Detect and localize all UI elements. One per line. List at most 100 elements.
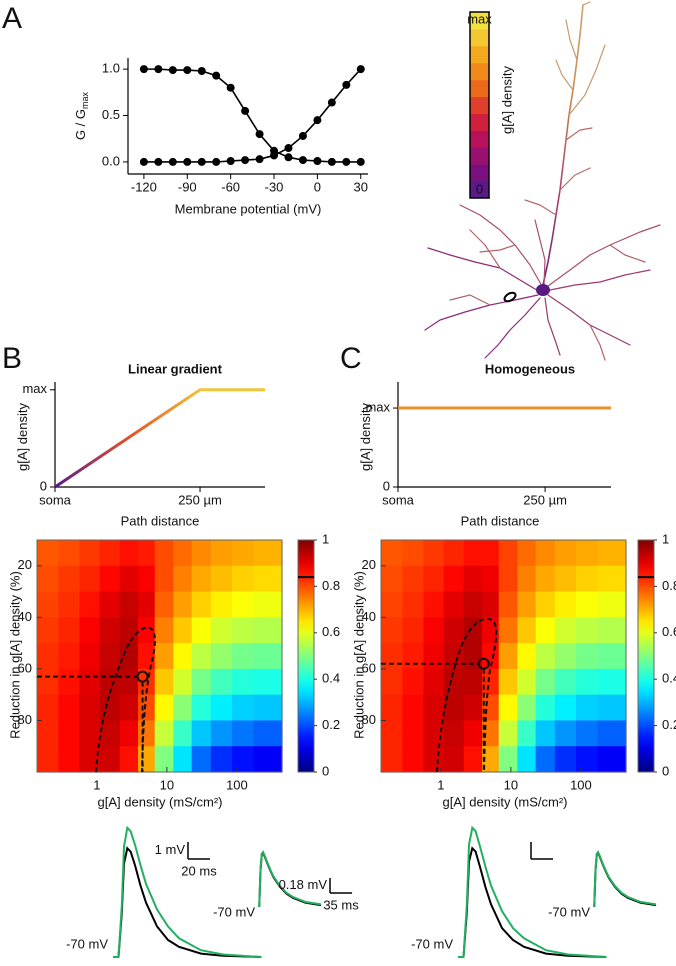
heatmap-cell	[154, 565, 174, 593]
heatmap-cell	[37, 591, 59, 618]
heatmap-cell	[119, 720, 139, 747]
colorbar-tick-label: 0.4	[322, 671, 340, 686]
heatmap-cell	[402, 617, 425, 644]
heatmap-cell	[402, 694, 425, 722]
data-point	[183, 66, 192, 75]
data-point	[139, 65, 148, 74]
heatmap-cell	[535, 746, 556, 773]
heatmap-cell	[79, 668, 101, 696]
heatmap-cell	[210, 643, 233, 670]
heatmap-cell	[498, 540, 518, 567]
heatmap-cell	[210, 746, 233, 773]
heatmap-cell	[210, 565, 233, 593]
heatmap-cell	[154, 746, 174, 773]
heatmap-cell	[402, 746, 425, 773]
heatmap-cell	[575, 565, 599, 593]
data-point	[255, 155, 264, 164]
heatmap-cell	[482, 591, 500, 618]
heatmap-cell	[58, 746, 81, 773]
heatmap-cell	[58, 591, 81, 618]
heatmap-cell	[58, 565, 81, 593]
colorbar-tick-label: 0	[476, 181, 483, 196]
heatmap-cell	[463, 720, 483, 747]
colorbar-tick-label: 0	[322, 763, 329, 778]
heatmap-cell	[423, 565, 445, 593]
heatmap-cell	[210, 694, 233, 722]
heatmap-cell	[173, 668, 193, 696]
data-point	[168, 66, 177, 75]
heatmap-cell	[381, 668, 403, 696]
heatmap-cell	[554, 540, 577, 567]
heatmap-cell	[37, 643, 59, 670]
y-tick-label: max	[22, 381, 47, 396]
heatmap-cell	[423, 694, 445, 722]
data-point	[226, 157, 235, 166]
heatmap-cell	[79, 694, 101, 722]
x-tick-label: 250 µm	[523, 492, 567, 507]
colorbar-tick-label: max	[467, 11, 492, 26]
heatmap-cell	[79, 540, 101, 567]
heatmap-cell	[402, 565, 425, 593]
heatmap-cell	[37, 720, 59, 747]
heatmap-cell	[231, 540, 255, 567]
heatmap-cell	[535, 643, 556, 670]
heatmap-cell	[173, 591, 193, 618]
data-point	[212, 157, 221, 166]
heatmap-cell	[381, 617, 403, 644]
data-point	[298, 131, 307, 140]
color-band	[470, 12, 489, 30]
rest-label: -70 mV	[548, 904, 590, 919]
plot-frame	[380, 539, 627, 773]
heatmap-cell	[173, 617, 193, 644]
x-tick-label: 100	[226, 777, 248, 792]
color-band	[470, 62, 489, 81]
optimum-point	[477, 657, 490, 670]
heatmap-cell	[498, 565, 518, 593]
heatmap-cell	[58, 617, 81, 644]
heatmap-cell	[99, 643, 121, 670]
neuron-morphology	[424, 1, 661, 361]
x-axis-label: g[A] density (mS/cm²)	[98, 794, 223, 809]
heatmap-cell	[191, 668, 212, 696]
data-point	[255, 130, 264, 139]
heatmap-cell	[535, 694, 556, 722]
data-point	[241, 156, 250, 165]
heatmap-cell	[37, 617, 59, 644]
heatmap-cell	[463, 591, 483, 618]
heatmap-cell	[381, 720, 403, 747]
voltage-trace	[458, 825, 607, 958]
heatmap-cell	[173, 540, 193, 567]
chart-title: Homogeneous	[485, 361, 575, 376]
voltage-trace	[258, 850, 322, 907]
data-point	[197, 157, 206, 166]
heatmap-cell	[231, 565, 255, 593]
data-point	[327, 98, 336, 107]
heatmap-cell	[463, 746, 483, 773]
heatmap-cell	[119, 591, 139, 618]
heatmap-cell	[554, 694, 577, 722]
heatmap-cell	[173, 643, 193, 670]
heatmap-cell	[119, 643, 139, 670]
y-tick-label: 0.0	[102, 153, 120, 168]
rest-label: -70 mV	[411, 936, 453, 951]
heatmap-cell	[554, 746, 577, 773]
y-tick-label: 20	[18, 557, 32, 572]
data-point	[241, 106, 250, 115]
y-tick-label: 40	[18, 609, 32, 624]
heatmap-cell	[443, 565, 465, 593]
heatmap-cell	[37, 540, 59, 567]
scale-bar-label: 35 ms	[323, 897, 359, 912]
x-tick-label: 100	[570, 777, 592, 792]
heatmap-cell	[138, 617, 156, 644]
heatmap-cell	[154, 617, 174, 644]
heatmap-cell	[99, 617, 121, 644]
color-band	[470, 147, 489, 165]
colorbar-frame	[469, 11, 490, 199]
heatmap-cell	[463, 540, 483, 567]
y-tick-label: 0	[383, 478, 390, 493]
heatmap-cell	[443, 746, 465, 773]
heatmap-cell	[554, 643, 577, 670]
color-band	[470, 28, 489, 47]
x-tick-label: -60	[221, 179, 240, 194]
heatmap-cell	[154, 668, 174, 696]
